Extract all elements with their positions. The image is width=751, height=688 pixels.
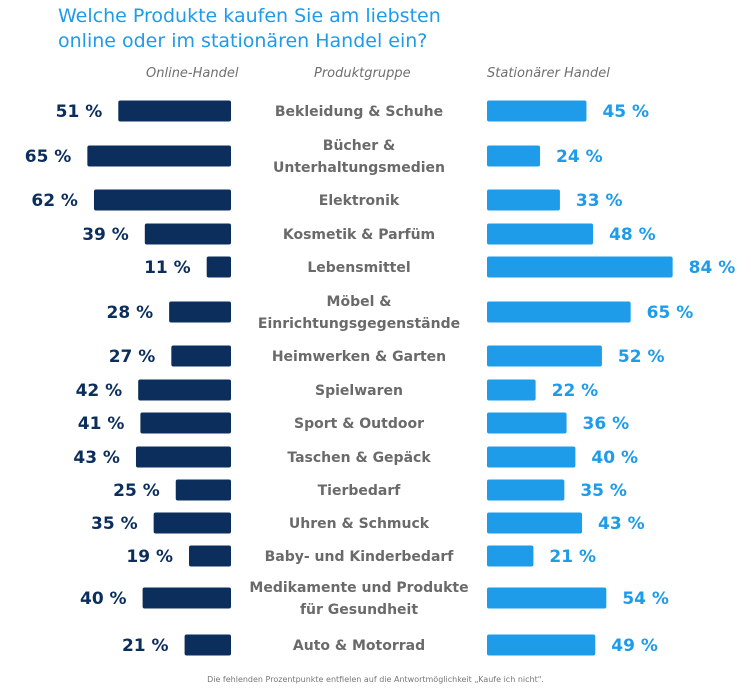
online-bar	[87, 145, 231, 167]
online-bar	[189, 545, 231, 567]
online-bar	[184, 634, 231, 656]
online-bar	[169, 301, 231, 323]
category-label: Möbel &	[327, 294, 392, 310]
stationary-value-label: 43 %	[598, 514, 645, 534]
stationary-bar	[487, 545, 534, 567]
online-value-label: 42 %	[76, 381, 123, 401]
stationary-bar	[487, 479, 565, 501]
chart-title-line-1: Welche Produkte kaufen Sie am liebsten	[58, 5, 441, 27]
stationary-bar	[487, 379, 536, 401]
category-label: Spielwaren	[315, 383, 403, 399]
online-value-label: 11 %	[144, 258, 191, 278]
online-bar	[206, 256, 231, 278]
category-label: Auto & Motorrad	[293, 638, 425, 654]
online-value-label: 27 %	[109, 347, 156, 367]
online-bar	[153, 512, 231, 534]
online-value-label: 35 %	[91, 514, 138, 534]
stationary-value-label: 21 %	[549, 547, 596, 567]
online-value-label: 25 %	[113, 481, 160, 501]
stationary-bar	[487, 587, 607, 609]
online-value-label: 40 %	[80, 589, 127, 609]
stationary-bar	[487, 223, 594, 245]
online-value-label: 39 %	[82, 225, 129, 245]
stationary-bar	[487, 512, 583, 534]
header-stationary: Stationärer Handel	[487, 66, 610, 81]
online-bar	[171, 345, 231, 367]
stationary-bar	[487, 634, 596, 656]
stationary-value-label: 52 %	[618, 347, 665, 367]
stationary-bar	[487, 145, 541, 167]
online-bar	[138, 379, 231, 401]
stationary-value-label: 54 %	[622, 589, 669, 609]
category-label: Uhren & Schmuck	[289, 516, 430, 532]
category-label: Elektronik	[319, 193, 400, 209]
online-bar	[140, 412, 231, 434]
stationary-value-label: 65 %	[647, 303, 694, 323]
category-label: Kosmetik & Parfüm	[283, 227, 435, 243]
category-label: Heimwerken & Garten	[272, 349, 446, 365]
stationary-value-label: 48 %	[609, 225, 656, 245]
stationary-bar	[487, 446, 576, 468]
online-value-label: 41 %	[78, 414, 125, 434]
category-label: Einrichtungsgegenstände	[258, 316, 460, 332]
header-online: Online-Handel	[146, 66, 239, 81]
stationary-value-label: 84 %	[689, 258, 736, 278]
online-bar	[118, 100, 231, 122]
chart-title-line-2: online oder im stationären Handel ein?	[58, 30, 428, 52]
stationary-bar	[487, 100, 587, 122]
category-label: Medikamente und Produkte	[249, 580, 468, 596]
stationary-bar	[487, 301, 631, 323]
online-bar	[144, 223, 231, 245]
header-category: Produktgruppe	[314, 66, 411, 81]
chart-title: Welche Produkte kaufen Sie am liebsten o…	[58, 4, 441, 54]
stationary-value-label: 40 %	[591, 448, 638, 468]
online-value-label: 65 %	[25, 147, 72, 167]
category-label: Sport & Outdoor	[294, 416, 424, 432]
online-value-label: 28 %	[107, 303, 154, 323]
online-value-label: 21 %	[122, 636, 169, 656]
stationary-value-label: 33 %	[576, 191, 623, 211]
category-label: Bekleidung & Schuhe	[275, 104, 443, 120]
stationary-value-label: 35 %	[580, 481, 627, 501]
category-label: für Gesundheit	[300, 602, 418, 618]
online-value-label: 62 %	[31, 191, 78, 211]
online-bar	[93, 189, 231, 211]
category-label: Lebensmittel	[307, 260, 410, 276]
stationary-value-label: 22 %	[552, 381, 599, 401]
stationary-bar	[487, 412, 567, 434]
online-bar	[175, 479, 231, 501]
stationary-bar	[487, 189, 560, 211]
online-value-label: 19 %	[126, 547, 173, 567]
online-bar	[142, 587, 231, 609]
online-bar	[135, 446, 231, 468]
category-label: Bücher &	[323, 138, 395, 154]
stationary-bar	[487, 345, 602, 367]
stationary-value-label: 36 %	[583, 414, 630, 434]
stationary-value-label: 49 %	[611, 636, 658, 656]
stationary-value-label: 24 %	[556, 147, 603, 167]
online-value-label: 43 %	[73, 448, 120, 468]
category-label: Taschen & Gepäck	[287, 450, 431, 466]
category-label: Tierbedarf	[318, 483, 402, 499]
category-label: Baby- und Kinderbedarf	[265, 549, 455, 565]
category-label: Unterhaltungsmedien	[273, 160, 445, 176]
footnote: Die fehlenden Prozentpunkte entfielen au…	[207, 675, 544, 684]
online-value-label: 51 %	[56, 102, 103, 122]
stationary-bar	[487, 256, 673, 278]
stationary-value-label: 45 %	[602, 102, 649, 122]
